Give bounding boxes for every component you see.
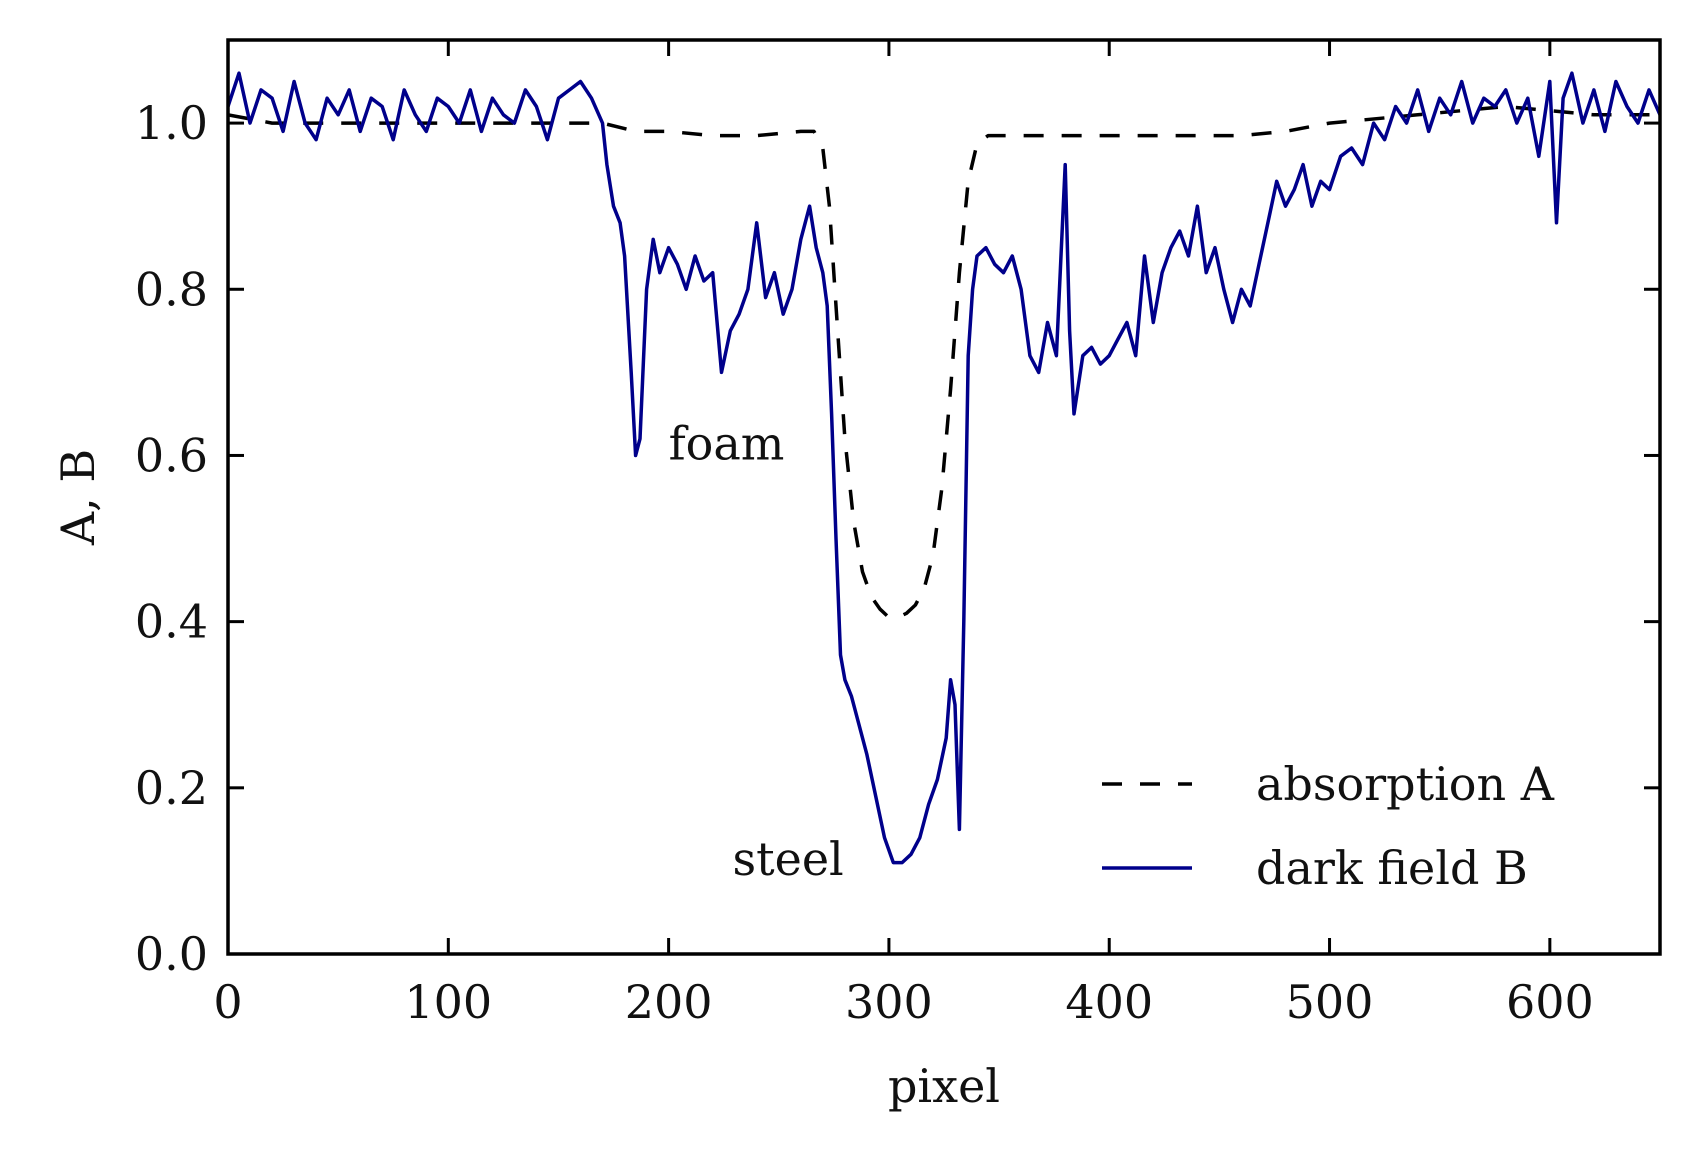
x-axis-title: pixel bbox=[888, 1059, 1000, 1113]
y-tick-label: 0.4 bbox=[135, 595, 208, 649]
annotation-foam: foam bbox=[669, 416, 785, 470]
legend-label: dark field B bbox=[1256, 841, 1528, 895]
y-axis-title: A, B bbox=[51, 449, 105, 546]
legend-label: absorption A bbox=[1256, 757, 1555, 811]
annotation-steel: steel bbox=[733, 832, 844, 886]
y-tick-label: 0.6 bbox=[135, 428, 208, 482]
series-line-dark-field bbox=[228, 71, 1660, 865]
axis-labels: 0 100 200 300 400 500 600 0.0 0.2 0.4 0.6 0.8 1.0 bbox=[135, 96, 1594, 1029]
x-tick-label: 100 bbox=[404, 975, 492, 1029]
y-tick-label: 0.8 bbox=[135, 262, 208, 316]
legend: absorption A dark field B bbox=[1102, 757, 1555, 895]
x-tick-label: 600 bbox=[1506, 975, 1594, 1029]
x-tick-label: 500 bbox=[1286, 975, 1374, 1029]
y-tick-label: 0.0 bbox=[135, 927, 208, 981]
annotations: foam steel bbox=[669, 416, 844, 885]
series-layer bbox=[228, 71, 1660, 865]
y-tick-label: 0.2 bbox=[135, 761, 208, 815]
x-tick-label: 200 bbox=[625, 975, 713, 1029]
x-tick-label: 400 bbox=[1065, 975, 1153, 1029]
x-tick-label: 300 bbox=[845, 975, 933, 1029]
series-line-absorption bbox=[228, 104, 1660, 620]
x-tick-label: 0 bbox=[213, 975, 242, 1029]
axis-ticks bbox=[226, 40, 1660, 956]
plot-area-frame bbox=[226, 38, 1662, 956]
y-tick-label: 1.0 bbox=[135, 96, 208, 150]
